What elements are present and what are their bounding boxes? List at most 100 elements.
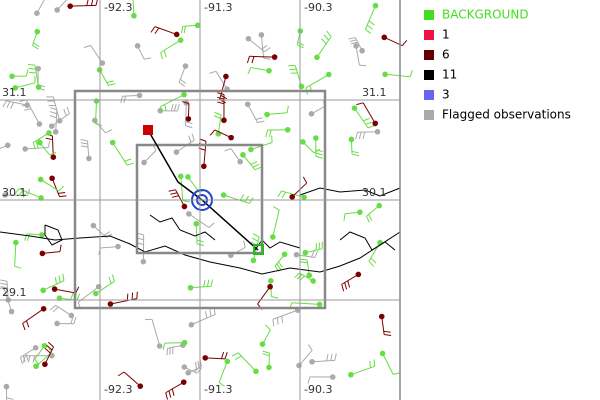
wind-barb — [6, 397, 14, 400]
wind-barb — [370, 257, 377, 264]
wind-barb — [209, 309, 212, 317]
wind-barb — [163, 50, 167, 58]
legend-swatch — [424, 10, 434, 20]
wind-shaft — [42, 251, 61, 254]
wind-barb — [19, 357, 23, 365]
station — [2, 192, 8, 198]
wind-barb — [251, 56, 255, 64]
wind-barb — [252, 163, 260, 168]
legend-label: 1 — [442, 28, 450, 42]
wind-shaft — [260, 34, 265, 59]
wind-barb — [311, 250, 315, 258]
wind-barb — [217, 96, 225, 100]
wind-barb — [247, 67, 252, 75]
lat-label: 30.1 — [2, 186, 27, 199]
wind-barb — [111, 274, 116, 282]
wind-barb — [25, 69, 29, 77]
wind-barb — [52, 306, 59, 313]
wind-barb — [49, 111, 57, 115]
wind-shaft — [298, 350, 313, 366]
legend-swatch — [424, 90, 434, 100]
wind-barb — [38, 138, 42, 146]
wind-barb — [323, 34, 330, 41]
wind-barb — [344, 282, 348, 290]
wind-barb — [355, 132, 358, 140]
wind-shaft — [257, 286, 271, 305]
wind-barb — [191, 133, 195, 141]
legend-swatch — [424, 110, 434, 120]
wind-barb — [165, 392, 169, 400]
wind-barb — [268, 129, 272, 138]
station — [266, 67, 272, 74]
lat-label: 30.1 — [362, 186, 387, 199]
wind-barb — [168, 390, 172, 398]
wind-barb — [171, 388, 175, 396]
wind-barb — [35, 140, 39, 148]
wind-barb — [75, 286, 80, 294]
wind-barb — [231, 352, 239, 357]
wind-barb — [307, 344, 313, 351]
wind-barb — [22, 191, 28, 198]
wind-shaft — [188, 213, 210, 228]
station — [42, 361, 48, 368]
wind-barb — [294, 272, 300, 279]
wind-barb — [261, 44, 268, 50]
wind-barb — [243, 240, 246, 248]
wind-barb — [362, 131, 366, 139]
legend-label: 3 — [442, 88, 450, 102]
wind-barb — [315, 152, 323, 156]
wind-barb — [297, 41, 305, 46]
wind-barb — [103, 231, 111, 236]
wind-barb — [254, 166, 262, 171]
wind-barb — [367, 125, 375, 129]
wind-barb — [80, 142, 88, 145]
station — [40, 287, 47, 294]
station — [329, 374, 336, 380]
wind-barb — [307, 376, 311, 384]
wind-barb — [90, 0, 94, 6]
wind-barb — [95, 123, 103, 127]
wind-barb — [315, 149, 323, 153]
wind-barb — [208, 222, 215, 228]
wind-barb — [47, 140, 51, 148]
wind-barb — [105, 129, 112, 134]
track-end — [253, 244, 264, 255]
wind-barb — [32, 44, 39, 50]
coast-line — [339, 231, 396, 251]
coast-line — [299, 187, 401, 197]
lat-label: 29.1 — [2, 286, 27, 299]
wind-barb — [58, 185, 65, 192]
wind-shaft — [143, 149, 157, 163]
wind-barb — [32, 142, 36, 150]
wind-shaft — [187, 176, 200, 193]
wind-shaft — [39, 142, 51, 156]
wind-barb — [368, 214, 373, 221]
wind-barb — [271, 296, 279, 299]
wind-barb — [326, 353, 329, 361]
wind-barb — [83, 44, 91, 49]
legend-label: 11 — [442, 68, 457, 82]
wind-barb — [170, 104, 174, 112]
wind-barb — [358, 132, 362, 140]
wind-barb — [206, 279, 210, 287]
wind-barb — [117, 371, 125, 377]
wind-barb — [76, 293, 81, 301]
wind-barb — [0, 286, 8, 289]
lat-label: 31.1 — [362, 86, 387, 99]
wind-barb — [250, 161, 258, 165]
wind-barb — [276, 317, 279, 325]
station — [181, 91, 187, 98]
wind-barb — [194, 366, 200, 373]
wind-barb — [220, 94, 228, 100]
wind-shaft — [382, 353, 394, 375]
wind-barb — [24, 108, 32, 111]
station — [306, 272, 313, 279]
wind-barb — [272, 206, 280, 211]
wind-barb — [255, 117, 263, 120]
wind-barb — [22, 323, 26, 331]
wind-barb — [205, 311, 208, 319]
wind-shaft — [291, 182, 308, 198]
wind-shaft — [56, 0, 68, 11]
wind-shaft — [302, 141, 315, 154]
station — [250, 257, 257, 264]
